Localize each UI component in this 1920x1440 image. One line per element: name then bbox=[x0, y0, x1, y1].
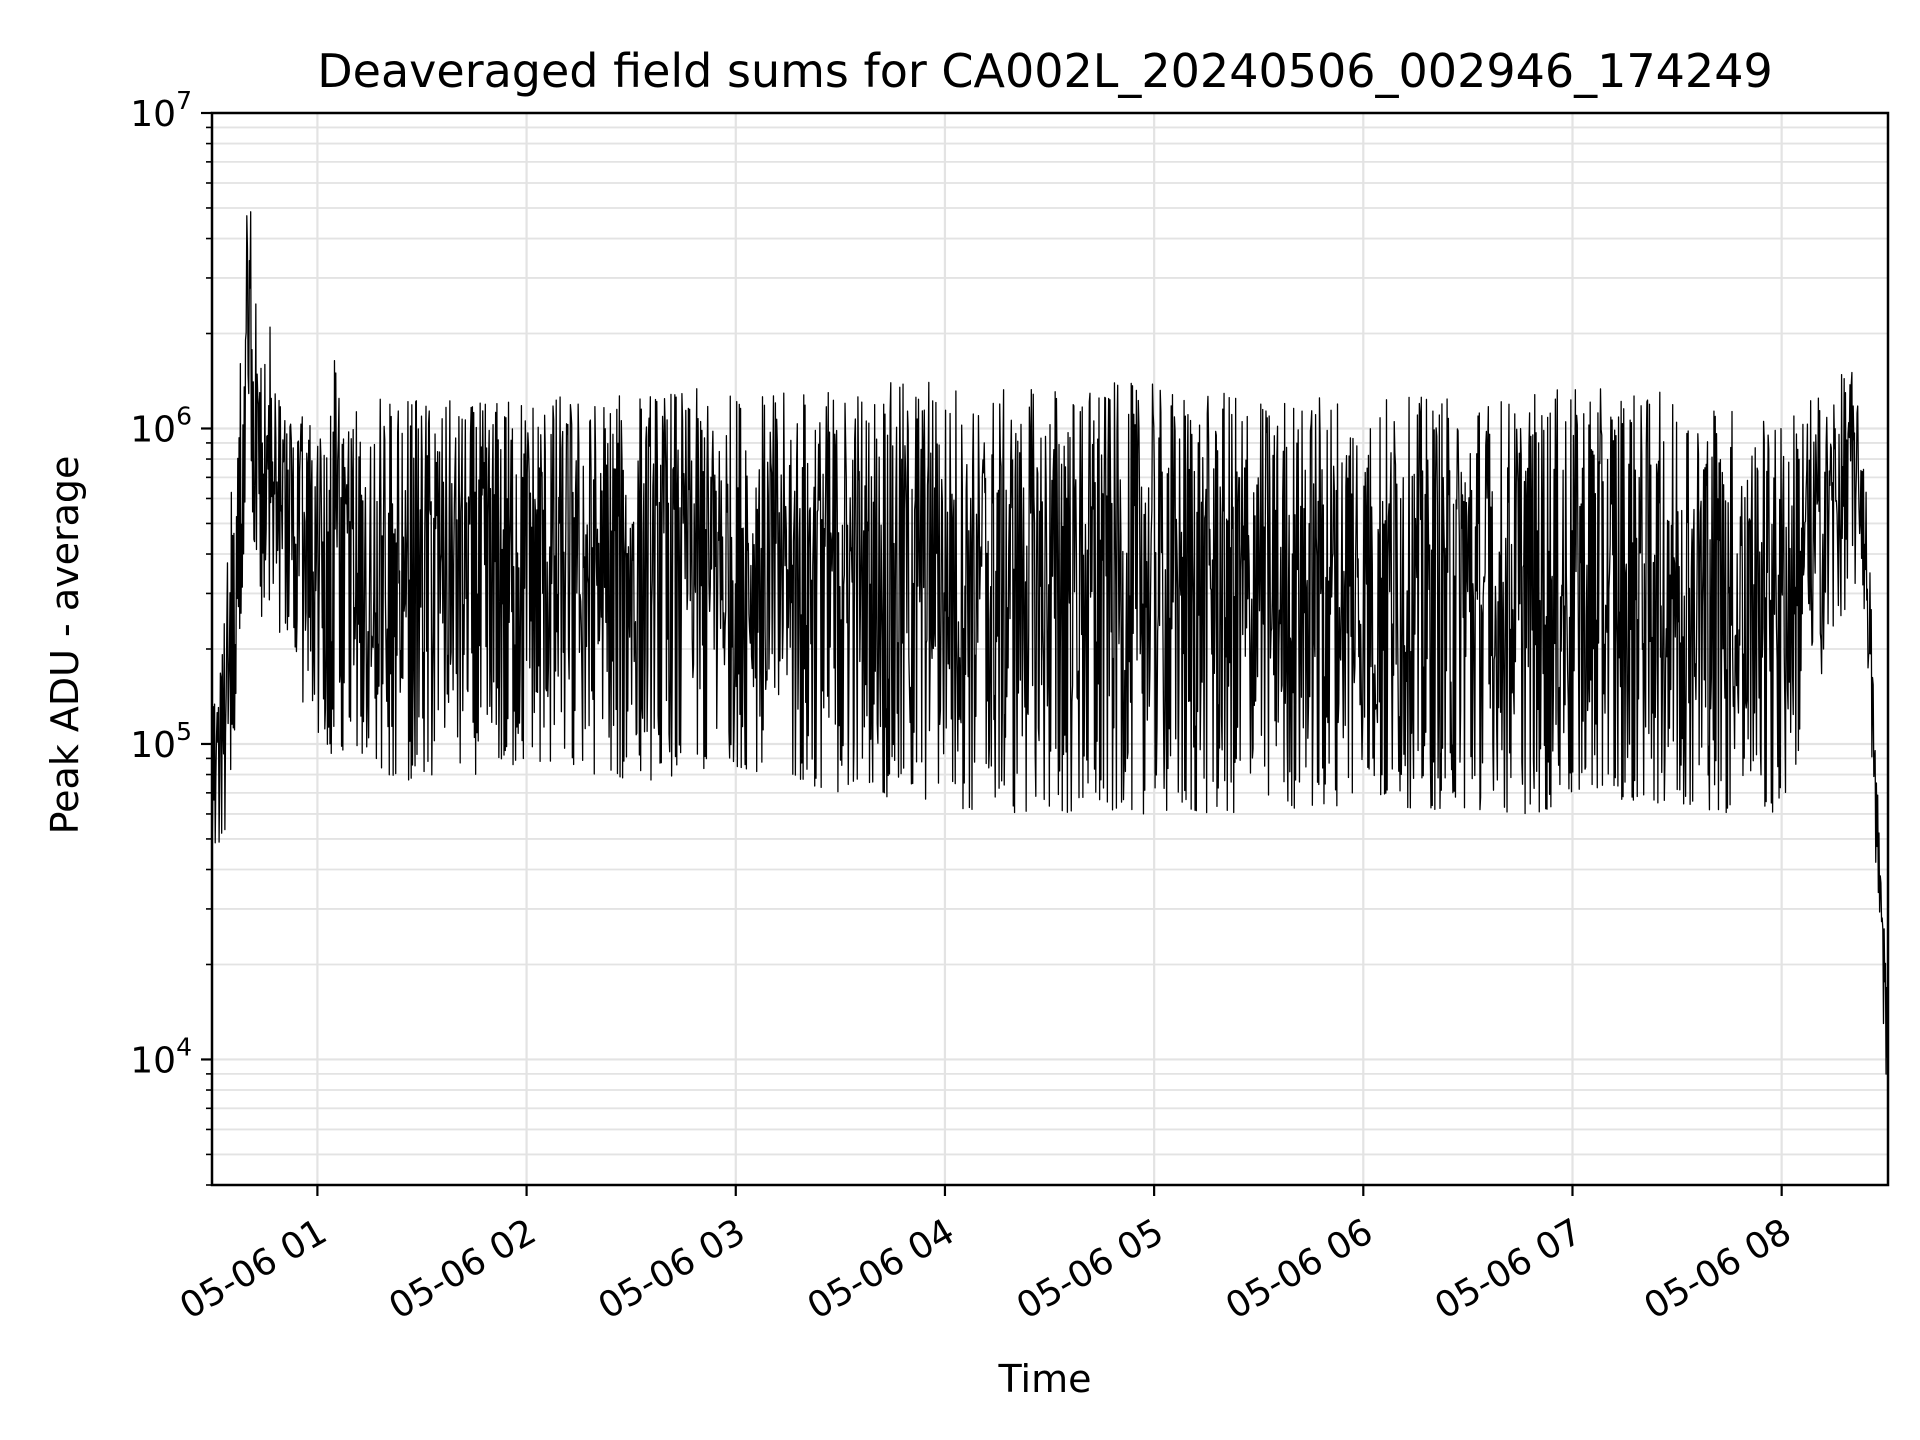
y-tick-label: 106 bbox=[130, 401, 192, 450]
plot-area bbox=[212, 211, 1888, 1075]
y-axis-label: Peak ADU - average bbox=[43, 456, 87, 835]
series-line bbox=[212, 211, 1888, 1075]
y-tick-label: 105 bbox=[130, 717, 192, 766]
y-tick-label: 107 bbox=[130, 86, 192, 135]
chart-title: Deaveraged field sums for CA002L_2024050… bbox=[317, 44, 1772, 98]
y-tick-label: 104 bbox=[130, 1032, 192, 1081]
x-axis-label: Time bbox=[998, 1357, 1092, 1401]
